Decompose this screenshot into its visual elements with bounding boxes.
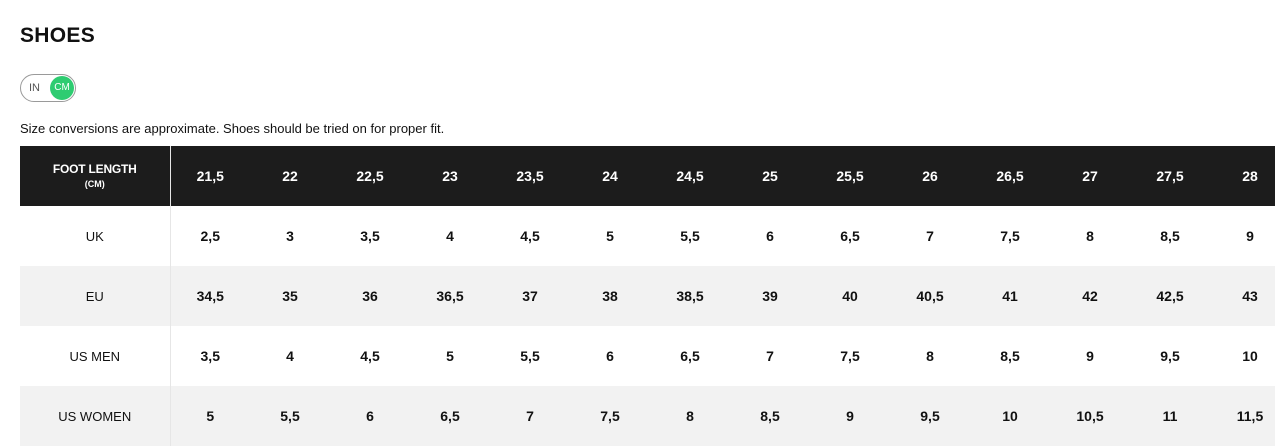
foot-length-cell: 24 (602, 168, 618, 184)
size-cell: 4,5 (520, 228, 540, 244)
size-cell: 9,5 (1160, 348, 1180, 364)
size-cell: 34,5 (196, 288, 224, 304)
table-row-us-men: US MEN 3,5 4 4,5 5 5,5 6 6,5 7 7,5 8 8,5… (20, 326, 1275, 386)
size-cell: 40,5 (916, 288, 944, 304)
size-cell: 36 (362, 288, 378, 304)
size-cell: 5,5 (280, 408, 300, 424)
foot-length-cell: 26 (922, 168, 938, 184)
size-cell: 4 (286, 348, 294, 364)
size-cell: 7,5 (840, 348, 860, 364)
size-cell: 2,5 (200, 228, 220, 244)
foot-length-cell: 23,5 (516, 168, 544, 184)
unit-toggle-cm-option[interactable]: CM (50, 76, 74, 100)
size-cell: 7 (766, 348, 774, 364)
foot-length-cell: 24,5 (676, 168, 704, 184)
size-cell: 8,5 (1160, 228, 1180, 244)
size-cell: 5,5 (680, 228, 700, 244)
size-cell: 5,5 (520, 348, 540, 364)
foot-length-header: FOOT LENGTH (CM) (20, 146, 171, 206)
size-cell: 5 (446, 348, 454, 364)
unit-toggle[interactable]: IN CM (20, 74, 76, 102)
size-conversion-table: FOOT LENGTH (CM) 21,5 22 22,5 23 23,5 24… (20, 146, 1275, 446)
table-row-eu: EU 34,5 35 36 36,5 37 38 38,5 39 40 40,5… (20, 266, 1275, 326)
size-cell: 6,5 (840, 228, 860, 244)
size-cell: 4 (446, 228, 454, 244)
size-cell: 8 (686, 408, 694, 424)
size-cell: 9 (846, 408, 854, 424)
size-cell: 6 (606, 348, 614, 364)
size-cell: 43 (1242, 288, 1258, 304)
table-row-uk: UK 2,5 3 3,5 4 4,5 5 5,5 6 6,5 7 7,5 8 8… (20, 206, 1275, 266)
size-cell: 35 (282, 288, 298, 304)
page-title: SHOES (20, 24, 96, 47)
unit-toggle-in-option[interactable]: IN (29, 82, 40, 94)
size-cell: 8 (926, 348, 934, 364)
size-cell: 42 (1082, 288, 1098, 304)
size-cell: 38,5 (676, 288, 704, 304)
foot-length-cell: 28 (1242, 168, 1258, 184)
size-disclaimer: Size conversions are approximate. Shoes … (20, 121, 445, 136)
foot-length-label: FOOT LENGTH (52, 161, 137, 176)
size-cell: 7,5 (1000, 228, 1020, 244)
size-cell: 3,5 (200, 348, 220, 364)
size-cell: 7 (526, 408, 534, 424)
size-cell: 6,5 (440, 408, 460, 424)
size-cell: 8,5 (1000, 348, 1020, 364)
size-cell: 7 (926, 228, 934, 244)
size-cell: 6 (366, 408, 374, 424)
size-cell: 37 (522, 288, 538, 304)
row-label-eu: EU (20, 266, 171, 326)
table-header-row: FOOT LENGTH (CM) 21,5 22 22,5 23 23,5 24… (20, 146, 1275, 206)
size-cell: 3,5 (360, 228, 380, 244)
foot-length-cell: 26,5 (996, 168, 1024, 184)
size-cell: 8 (1086, 228, 1094, 244)
foot-length-cell: 23 (442, 168, 458, 184)
size-cell: 7,5 (600, 408, 620, 424)
size-cell: 9 (1246, 228, 1254, 244)
foot-length-cell: 21,5 (196, 168, 224, 184)
size-cell: 11,5 (1236, 408, 1264, 424)
size-cell: 6,5 (680, 348, 700, 364)
size-cell: 10 (1002, 408, 1018, 424)
foot-length-cell: 27,5 (1156, 168, 1184, 184)
row-label-uk: UK (20, 206, 171, 266)
size-cell: 3 (286, 228, 294, 244)
size-cell: 9 (1086, 348, 1094, 364)
size-cell: 41 (1002, 288, 1018, 304)
size-cell: 39 (762, 288, 778, 304)
size-cell: 5 (606, 228, 614, 244)
size-cell: 10,5 (1076, 408, 1104, 424)
foot-length-cell: 25,5 (836, 168, 864, 184)
table-row-us-women: US WOMEN 5 5,5 6 6,5 7 7,5 8 8,5 9 9,5 1… (20, 386, 1275, 446)
foot-length-cell: 25 (762, 168, 778, 184)
row-label-us-men: US MEN (20, 326, 171, 386)
foot-length-unit: (CM) (84, 178, 105, 189)
size-cell: 38 (602, 288, 618, 304)
size-cell: 8,5 (760, 408, 780, 424)
row-label-us-women: US WOMEN (20, 386, 171, 446)
size-cell: 11 (1162, 408, 1178, 424)
size-cell: 5 (206, 408, 215, 424)
size-cell: 36,5 (436, 288, 464, 304)
size-cell: 4,5 (360, 348, 380, 364)
size-cell: 42,5 (1156, 288, 1184, 304)
size-cell: 6 (766, 228, 774, 244)
size-cell: 10 (1242, 348, 1258, 364)
size-cell: 9,5 (920, 408, 940, 424)
foot-length-cell: 22,5 (356, 168, 384, 184)
foot-length-cell: 22 (282, 168, 298, 184)
foot-length-cell: 27 (1082, 168, 1098, 184)
size-cell: 40 (842, 288, 858, 304)
